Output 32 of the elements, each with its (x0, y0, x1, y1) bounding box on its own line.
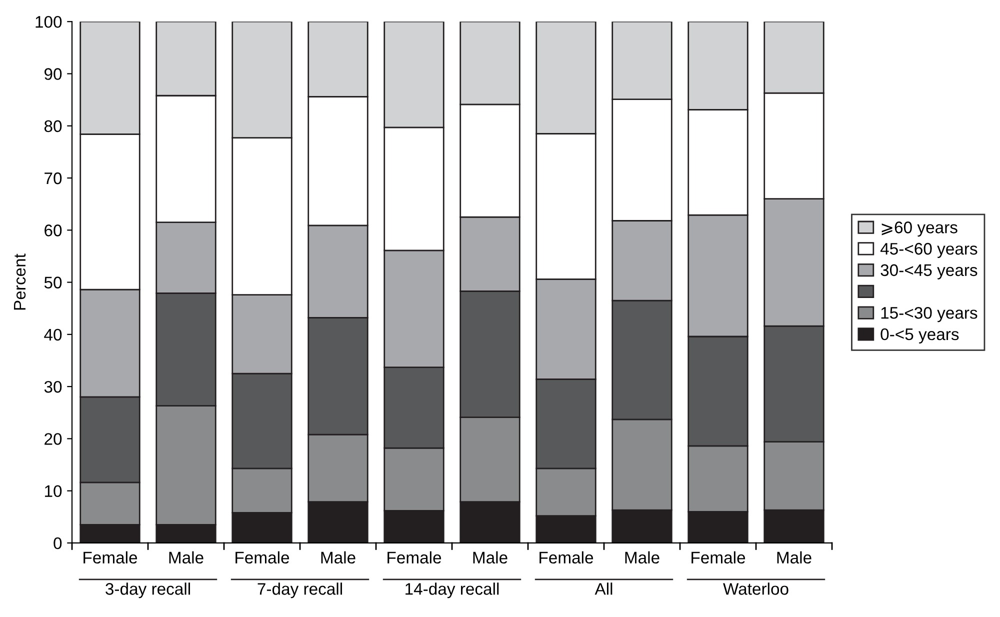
y-tick-label: 70 (44, 172, 62, 184)
x-tick-label: Female (540, 551, 594, 564)
y-tick-label: 100 (36, 16, 62, 28)
text: Waterloo (723, 582, 788, 595)
legend-label: 45-<60 years (880, 242, 978, 258)
y-tick-label: 60 (44, 224, 62, 236)
x-tick-label: Male (625, 551, 660, 564)
y-tick-label: 0 (54, 537, 62, 550)
x-tick-label: Male (321, 551, 356, 564)
y-tick-label: 10 (45, 485, 62, 498)
y-tick-label: 50 (44, 276, 62, 288)
text: 7-day recall (258, 582, 342, 598)
x-tick-label: Female (692, 551, 746, 564)
legend-label: 30-<45 years (880, 264, 978, 280)
text: 3-day recall (106, 582, 190, 598)
text: 14-day recall (406, 582, 499, 598)
x-tick-label: Male (169, 551, 204, 564)
x-tick-label: Female (388, 551, 442, 564)
y-tick-label: 90 (44, 68, 62, 80)
x-tick-label: Male (777, 551, 812, 564)
text: All (594, 582, 612, 595)
x-tick-label: Female (236, 551, 290, 564)
x-tick-label: Female (84, 551, 138, 564)
x-tick-label: Male (473, 551, 508, 564)
y-axis-title: Percent (14, 254, 26, 310)
y-tick-label: 20 (44, 433, 62, 445)
y-tick-label: 30 (44, 380, 62, 393)
y-tick-label: 80 (44, 120, 62, 132)
legend-label: 0-<5 years (880, 328, 959, 344)
legend-label: 15-<30 years (881, 307, 978, 322)
y-tick-label: 40 (44, 328, 62, 341)
legend-label: ⩾60 years (882, 222, 958, 237)
